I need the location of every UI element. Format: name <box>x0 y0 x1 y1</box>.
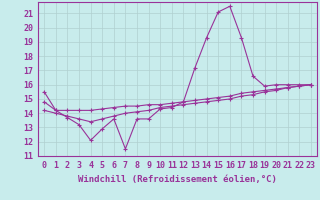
X-axis label: Windchill (Refroidissement éolien,°C): Windchill (Refroidissement éolien,°C) <box>78 175 277 184</box>
